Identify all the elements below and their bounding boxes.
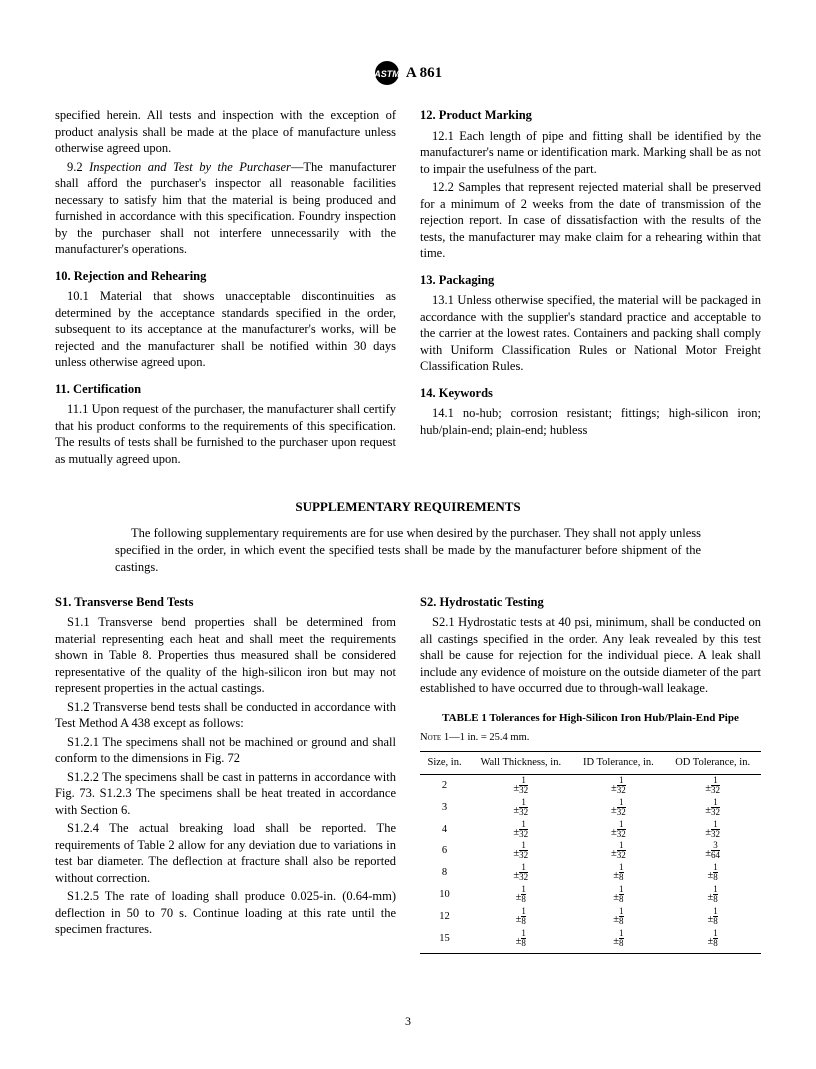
designation-number: A 861 (406, 65, 442, 82)
cell-size: 4 (420, 819, 469, 841)
lead-in-para: specified herein. All tests and inspecti… (55, 107, 396, 157)
cell-wall: ±132 (469, 862, 572, 884)
heading-12: 12. Product Marking (420, 107, 761, 124)
left-column-bottom: S1. Transverse Bend Tests S1.1 Transvers… (55, 594, 396, 954)
note-label: Note (420, 732, 441, 743)
para-9-2-num: 9.2 (67, 160, 83, 174)
page-header: ASTM A 861 (55, 60, 761, 91)
para-9-2: 9.2 Inspection and Test by the Purchaser… (55, 159, 396, 258)
col-size: Size, in. (420, 752, 469, 775)
cell-wall: ±132 (469, 797, 572, 819)
supplementary-intro: The following supplementary requirements… (115, 525, 701, 576)
lower-columns: S1. Transverse Bend Tests S1.1 Transvers… (55, 594, 761, 954)
cell-id: ±18 (572, 906, 664, 928)
para-11-1: 11.1 Upon request of the purchaser, the … (55, 401, 396, 467)
col-od: OD Tolerance, in. (664, 752, 761, 775)
cell-size: 2 (420, 774, 469, 796)
right-column-bottom: S2. Hydrostatic Testing S2.1 Hydrostatic… (420, 594, 761, 954)
para-10-1: 10.1 Material that shows unacceptable di… (55, 288, 396, 371)
heading-13: 13. Packaging (420, 272, 761, 289)
para-s1-2-5: S1.2.5 The rate of loading shall produce… (55, 888, 396, 938)
cell-id: ±132 (572, 797, 664, 819)
para-9-2-title: Inspection and Test by the Purchaser (83, 160, 291, 174)
heading-s2: S2. Hydrostatic Testing (420, 594, 761, 611)
col-wall: Wall Thickness, in. (469, 752, 572, 775)
table-1-note: Note 1—1 in. = 25.4 mm. (420, 731, 761, 745)
cell-wall: ±132 (469, 774, 572, 796)
cell-size: 3 (420, 797, 469, 819)
left-column-top: specified herein. All tests and inspecti… (55, 107, 396, 469)
table-1-title: TABLE 1 Tolerances for High-Silicon Iron… (420, 711, 761, 726)
right-column-top: 12. Product Marking 12.1 Each length of … (420, 107, 761, 469)
cell-wall: ±18 (469, 906, 572, 928)
heading-11: 11. Certification (55, 381, 396, 398)
cell-id: ±132 (572, 840, 664, 862)
cell-wall: ±18 (469, 928, 572, 953)
cell-size: 15 (420, 928, 469, 953)
svg-text:ASTM: ASTM (374, 69, 400, 79)
table-row: 15±18±18±18 (420, 928, 761, 953)
table-row: 10±18±18±18 (420, 884, 761, 906)
para-14-1: 14.1 no-hub; corrosion resistant; fittin… (420, 405, 761, 438)
cell-od: ±132 (664, 797, 761, 819)
para-12-2: 12.2 Samples that represent rejected mat… (420, 179, 761, 262)
supplementary-title: SUPPLEMENTARY REQUIREMENTS (55, 499, 761, 515)
para-s2-1: S2.1 Hydrostatic tests at 40 psi, minimu… (420, 614, 761, 697)
cell-id: ±18 (572, 928, 664, 953)
para-s1-2-1: S1.2.1 The specimens shall not be machin… (55, 734, 396, 767)
cell-id: ±132 (572, 819, 664, 841)
para-s1-2: S1.2 Transverse bend tests shall be cond… (55, 699, 396, 732)
cell-od: ±18 (664, 906, 761, 928)
astm-logo-icon: ASTM (374, 60, 400, 86)
cell-size: 10 (420, 884, 469, 906)
heading-14: 14. Keywords (420, 385, 761, 402)
cell-id: ±18 (572, 862, 664, 884)
para-13-1: 13.1 Unless otherwise specified, the mat… (420, 292, 761, 375)
cell-od: ±132 (664, 819, 761, 841)
cell-id: ±18 (572, 884, 664, 906)
cell-size: 6 (420, 840, 469, 862)
table-1: Size, in. Wall Thickness, in. ID Toleran… (420, 751, 761, 954)
table-row: 8±132±18±18 (420, 862, 761, 884)
cell-od: ±18 (664, 862, 761, 884)
upper-columns: specified herein. All tests and inspecti… (55, 107, 761, 469)
note-text: 1—1 in. = 25.4 mm. (441, 732, 529, 743)
heading-s1: S1. Transverse Bend Tests (55, 594, 396, 611)
cell-wall: ±18 (469, 884, 572, 906)
cell-size: 12 (420, 906, 469, 928)
cell-od: ±18 (664, 928, 761, 953)
para-s1-2-4: S1.2.4 The actual breaking load shall be… (55, 820, 396, 886)
cell-od: ±364 (664, 840, 761, 862)
para-s1-2-2: S1.2.2 The specimens shall be cast in pa… (55, 769, 396, 819)
table-row: 2±132±132±132 (420, 774, 761, 796)
page-number: 3 (55, 1014, 761, 1029)
table-1-header-row: Size, in. Wall Thickness, in. ID Toleran… (420, 752, 761, 775)
cell-id: ±132 (572, 774, 664, 796)
table-row: 3±132±132±132 (420, 797, 761, 819)
cell-wall: ±132 (469, 819, 572, 841)
para-s1-1: S1.1 Transverse bend properties shall be… (55, 614, 396, 697)
cell-od: ±132 (664, 774, 761, 796)
cell-od: ±18 (664, 884, 761, 906)
heading-10: 10. Rejection and Rehearing (55, 268, 396, 285)
para-12-1: 12.1 Each length of pipe and fitting sha… (420, 128, 761, 178)
cell-wall: ±132 (469, 840, 572, 862)
table-row: 6±132±132±364 (420, 840, 761, 862)
cell-size: 8 (420, 862, 469, 884)
col-id: ID Tolerance, in. (572, 752, 664, 775)
table-row: 4±132±132±132 (420, 819, 761, 841)
table-row: 12±18±18±18 (420, 906, 761, 928)
page-root: ASTM A 861 specified herein. All tests a… (0, 0, 816, 1069)
